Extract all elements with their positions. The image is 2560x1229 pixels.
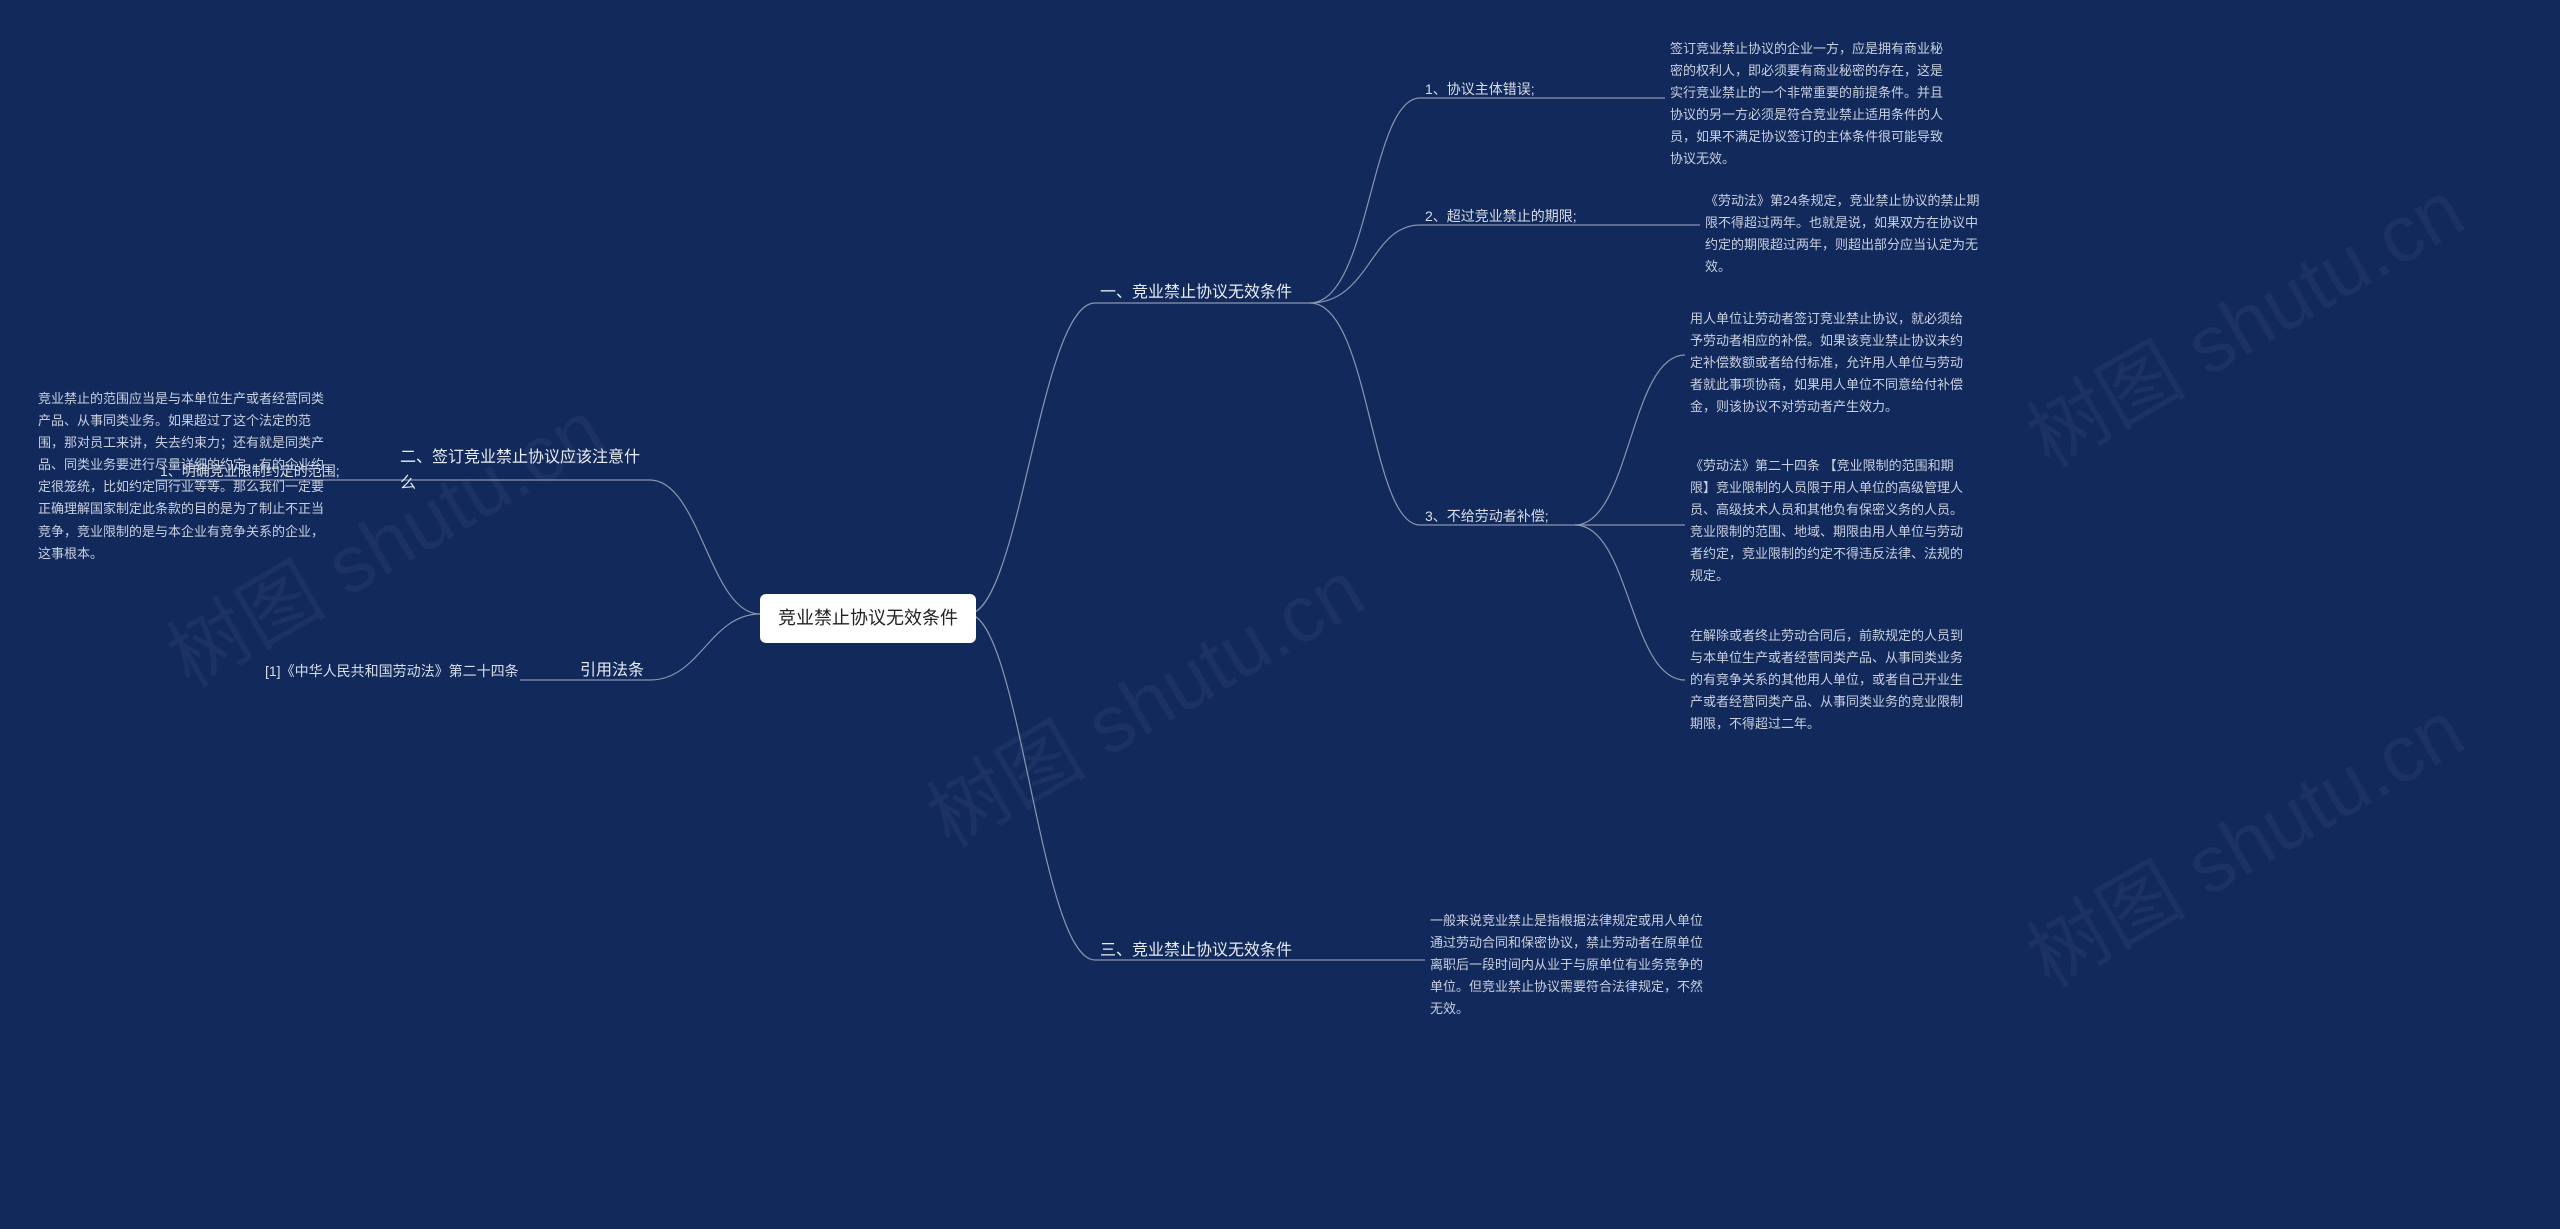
branch-1-sub-3-leaf-2: 《劳动法》第二十四条 【竞业限制的范围和期限】竞业限制的人员限于用人单位的高级管… [1690, 455, 1970, 588]
branch-1-sub-3-leaf-1: 用人单位让劳动者签订竞业禁止协议，就必须给予劳动者相应的补偿。如果该竞业禁止协议… [1690, 308, 1970, 418]
branch-2-sub-1-leaf: 竞业禁止的范围应当是与本单位生产或者经营同类产品、从事同类业务。如果超过了这个法… [38, 388, 328, 565]
branch-1: 一、竞业禁止协议无效条件 [1100, 280, 1292, 306]
branch-3-leaf: 一般来说竞业禁止是指根据法律规定或用人单位通过劳动合同和保密协议，禁止劳动者在原… [1430, 910, 1710, 1020]
watermark: 树图 shutu.cn [903, 527, 1381, 870]
branch-3: 三、竞业禁止协议无效条件 [1100, 938, 1292, 964]
branch-1-sub-1: 1、协议主体错误; [1425, 78, 1535, 100]
branch-4-leaf: [1]《中华人民共和国劳动法》第二十四条 [265, 660, 519, 682]
branch-2-line1: 二、签订竞业禁止协议应该注意什 [400, 449, 640, 466]
branch-4: 引用法条 [580, 658, 644, 684]
branch-2: 二、签订竞业禁止协议应该注意什 么 [400, 445, 640, 496]
watermark: 树图 shutu.cn [2003, 667, 2481, 1010]
branch-1-sub-2: 2、超过竞业禁止的期限; [1425, 205, 1577, 227]
extra-connectors [0, 0, 2560, 1229]
branch-1-sub-3: 3、不给劳动者补偿; [1425, 505, 1549, 527]
branch-2-line2: 么 [400, 475, 416, 492]
branch-1-sub-2-leaf: 《劳动法》第24条规定，竞业禁止协议的禁止期限不得超过两年。也就是说，如果双方在… [1705, 190, 1985, 278]
connector-lines [0, 0, 2560, 1229]
branch-1-sub-1-leaf: 签订竞业禁止协议的企业一方，应是拥有商业秘密的权利人，即必须要有商业秘密的存在，… [1670, 38, 1950, 171]
branch-1-sub-3-leaf-3: 在解除或者终止劳动合同后，前款规定的人员到与本单位生产或者经营同类产品、从事同类… [1690, 625, 1970, 735]
watermark: 树图 shutu.cn [2003, 147, 2481, 490]
root-node: 竞业禁止协议无效条件 [760, 594, 976, 643]
